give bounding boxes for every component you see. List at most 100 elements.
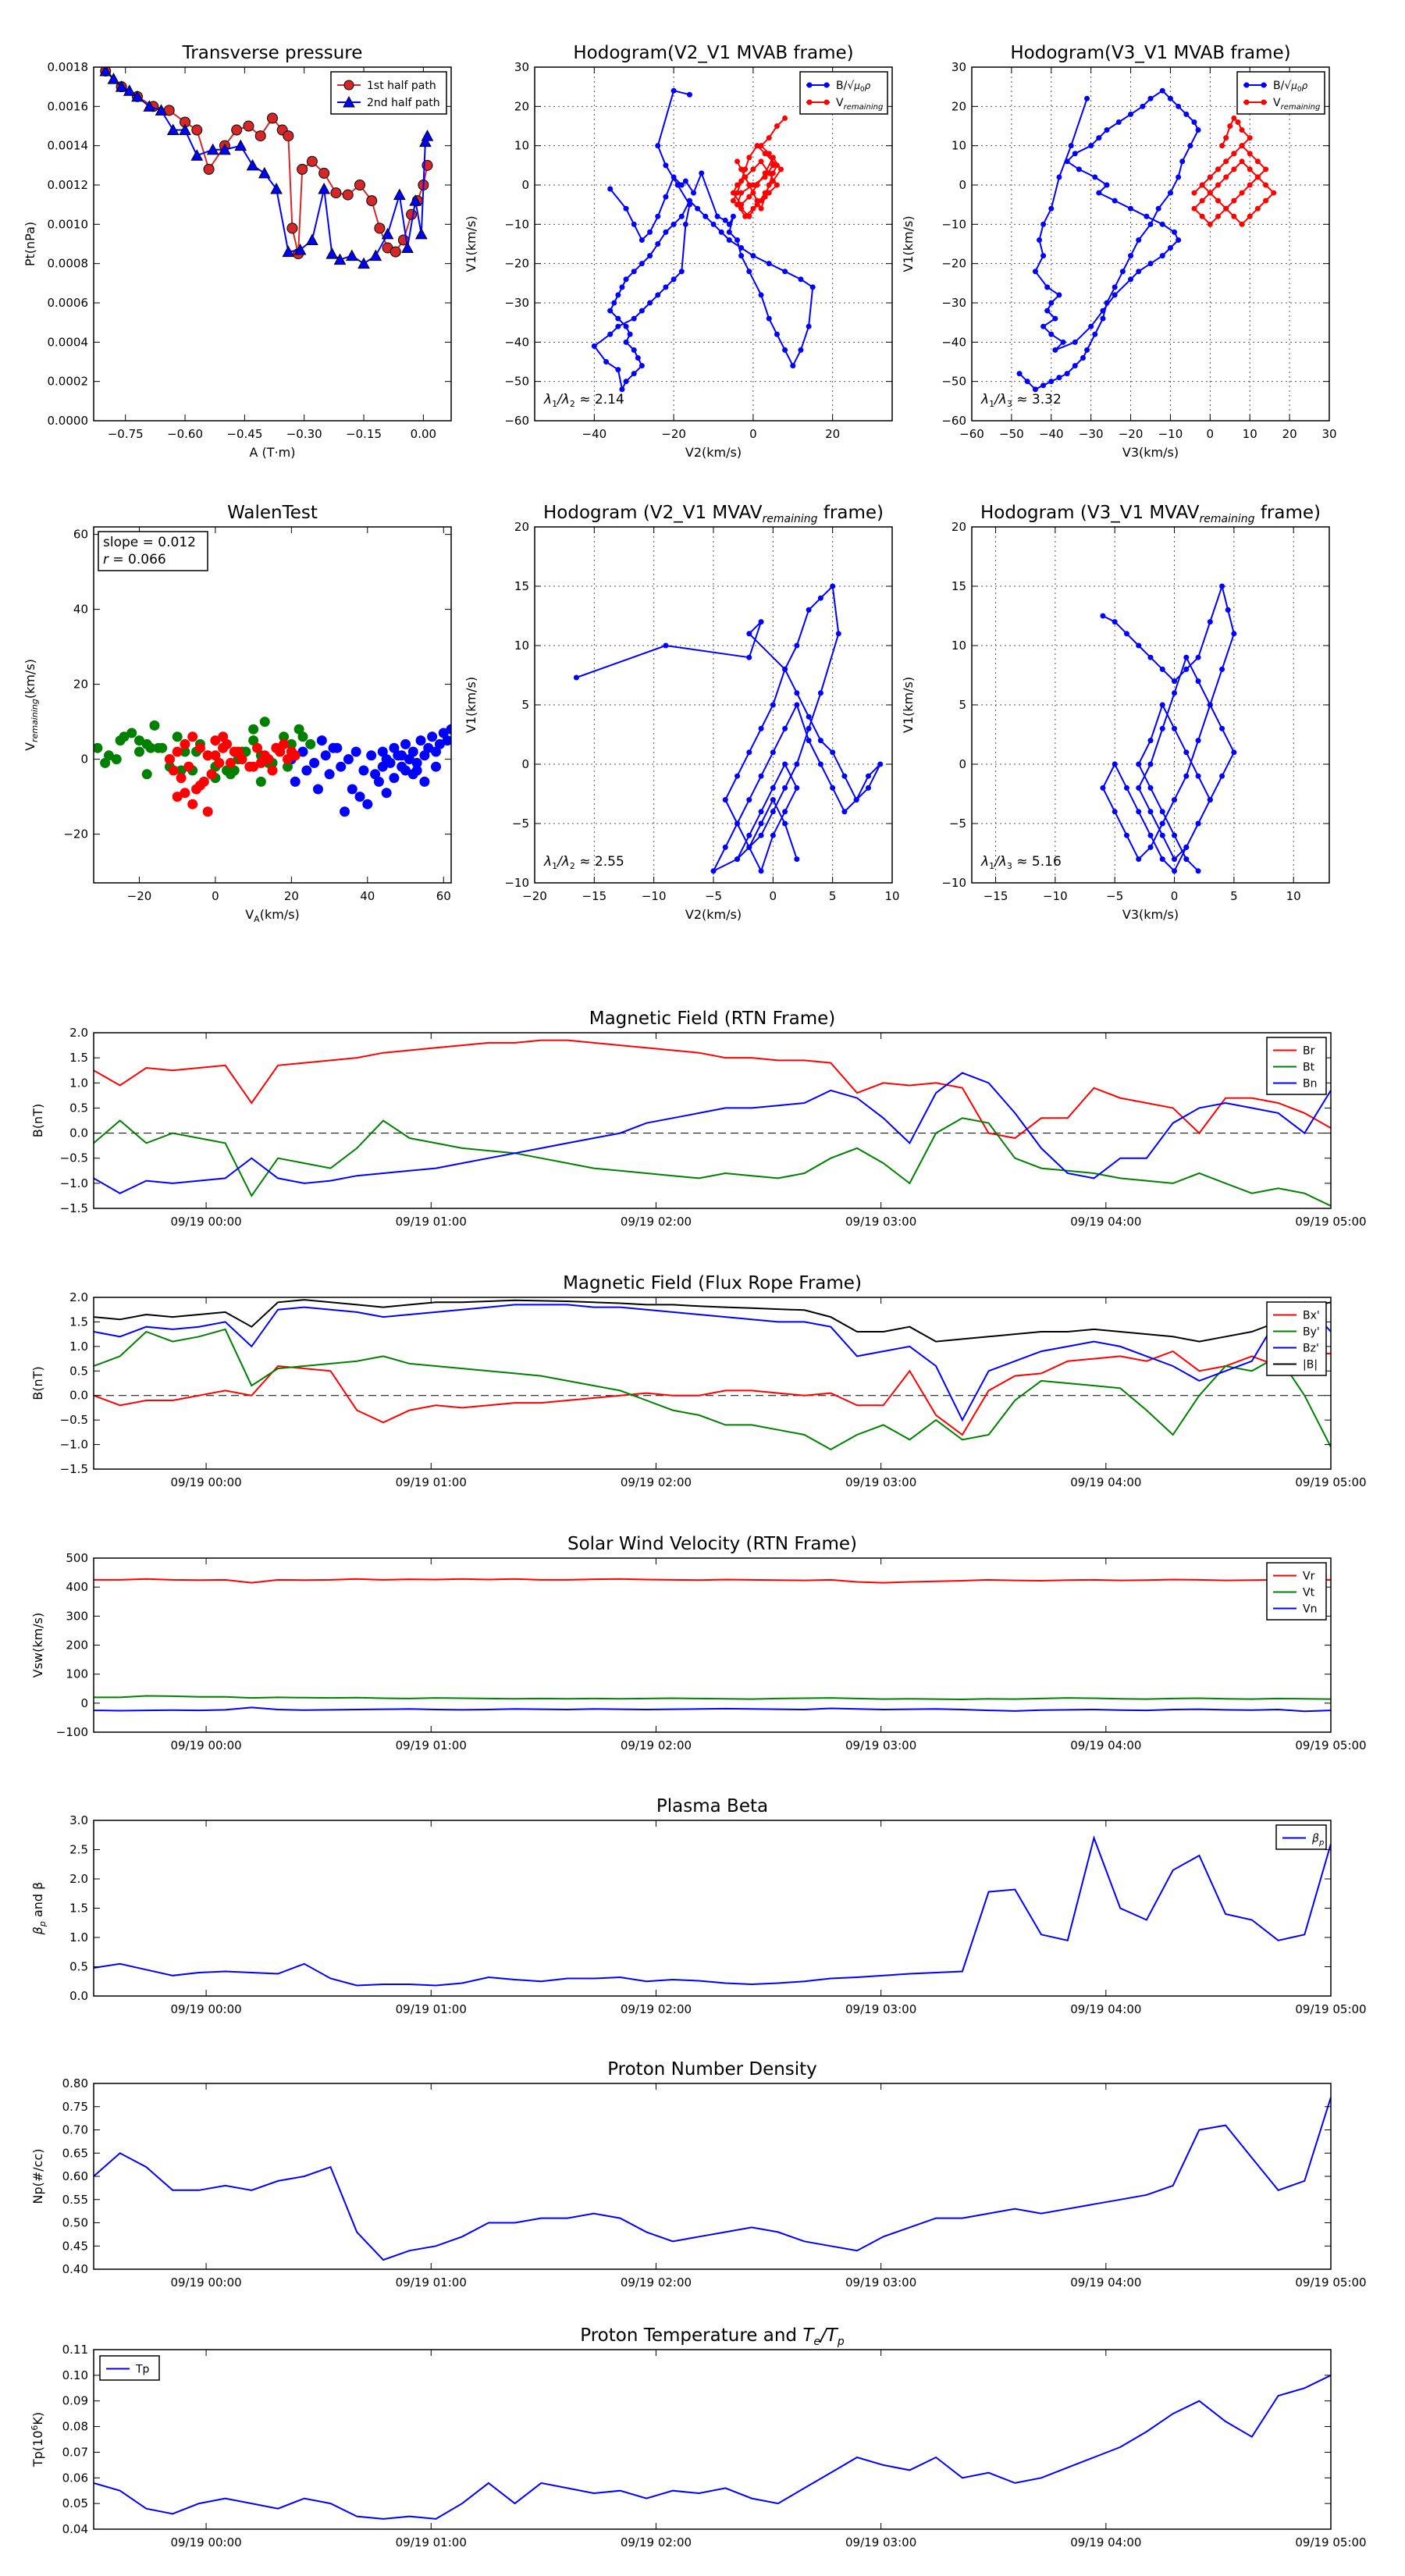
data-point xyxy=(691,190,697,196)
x-tick-label: 09/19 05:00 xyxy=(1295,1738,1366,1752)
data-point xyxy=(176,773,187,784)
series-line-By' xyxy=(94,1328,1331,1451)
data-point xyxy=(1231,631,1237,637)
chart-title: WalenTest xyxy=(227,503,318,523)
data-point xyxy=(248,735,259,746)
data-point xyxy=(762,194,768,200)
legend-marker xyxy=(343,80,354,91)
data-point xyxy=(647,300,653,306)
data-point xyxy=(746,269,752,275)
y-tick-label: 0.5 xyxy=(69,1960,88,1974)
data-point xyxy=(1254,205,1261,212)
ann-mid: /λ xyxy=(556,854,570,870)
data-point xyxy=(421,130,434,141)
data-point xyxy=(1231,115,1237,121)
data-point xyxy=(1199,213,1205,219)
y-axis-label: V1(km/s) xyxy=(464,215,478,272)
data-point xyxy=(442,735,451,746)
x-tick-label: 09/19 02:00 xyxy=(621,1738,692,1752)
data-point xyxy=(1128,276,1134,283)
data-point xyxy=(663,162,669,169)
y-tick-label: −30 xyxy=(941,296,966,310)
legend-label: Vremaining xyxy=(836,97,883,112)
data-point xyxy=(1147,761,1154,767)
series-line-Vn xyxy=(94,1706,1331,1713)
data-point xyxy=(252,742,263,753)
series-line-B/ xyxy=(1019,89,1200,390)
ylabel-text: Tp(10 xyxy=(30,2431,45,2468)
legend-marker xyxy=(823,99,830,105)
plot-frame xyxy=(971,66,1330,422)
data-point xyxy=(754,197,760,204)
data-point xyxy=(389,773,400,784)
title-text: Hodogram (V2_V1 MVAV xyxy=(543,503,763,523)
y-tick-label: 0.0 xyxy=(69,1989,88,2003)
data-point xyxy=(714,213,720,219)
data-point xyxy=(1231,151,1237,157)
y-tick-label: 0.0012 xyxy=(48,178,89,192)
data-point xyxy=(1112,284,1118,290)
data-point xyxy=(194,780,205,791)
data-point xyxy=(655,213,661,219)
data-point xyxy=(1128,205,1134,212)
data-point xyxy=(1112,197,1118,204)
xlabel-text: V3(km/s) xyxy=(1122,445,1179,460)
data-point xyxy=(1239,143,1245,149)
data-point xyxy=(1096,190,1102,196)
y-tick-label: 10 xyxy=(514,139,529,153)
x-tick-label: 30 xyxy=(1321,427,1336,441)
x-tick-label: 09/19 01:00 xyxy=(396,1738,467,1752)
legend-marker xyxy=(1243,82,1250,88)
ylabel-text: Np(#/cc) xyxy=(30,2149,45,2204)
legend-label: Bx' xyxy=(1303,1310,1320,1322)
data-point xyxy=(1231,213,1237,219)
data-point xyxy=(176,765,187,776)
data-point xyxy=(404,754,414,765)
title-text: Magnetic Field (Flux Rope Frame) xyxy=(563,1273,862,1293)
data-point xyxy=(318,167,330,179)
ylabel-text: B(nT) xyxy=(30,1104,45,1137)
data-point xyxy=(297,163,308,175)
series-line-|B| xyxy=(94,1299,1331,1343)
xlabel-sub: A xyxy=(254,914,260,924)
data-point xyxy=(766,261,772,267)
data-point xyxy=(1167,245,1173,251)
data-point xyxy=(248,761,259,772)
data-point xyxy=(778,166,784,173)
x-tick-label: 09/19 02:00 xyxy=(621,1475,692,1489)
y-axis-label: Vsw(km/s) xyxy=(30,1613,45,1678)
data-point xyxy=(758,832,764,838)
data-point xyxy=(1207,702,1213,708)
x-tick-label: −40 xyxy=(1039,427,1064,441)
data-point xyxy=(746,832,752,838)
x-tick-label: 09/19 02:00 xyxy=(621,1215,692,1229)
x-tick-label: −10 xyxy=(1158,427,1183,441)
plot-frame xyxy=(93,1297,1332,1470)
data-point xyxy=(374,222,386,234)
plot-frame xyxy=(93,1820,1332,1997)
data-point xyxy=(746,631,752,637)
data-point xyxy=(320,750,331,761)
chart-np: 09/19 00:00 09/19 01:00 09/19 02:00 09/19 0… xyxy=(30,2059,1367,2290)
data-point xyxy=(770,749,776,756)
chart-title: Plasma Beta xyxy=(656,1796,768,1816)
y-tick-label: 40 xyxy=(73,603,88,617)
data-point xyxy=(366,750,377,761)
data-point xyxy=(172,731,183,742)
data-point xyxy=(670,174,677,180)
stats-r-value: = 0.066 xyxy=(108,552,166,568)
data-point xyxy=(143,100,156,112)
data-point xyxy=(782,820,788,827)
chart-mag_fr: 09/19 00:00 09/19 01:00 09/19 02:00 09/19 0… xyxy=(30,1273,1367,1489)
data-point xyxy=(1176,174,1182,180)
data-point xyxy=(730,213,736,219)
x-tick-label: 09/19 01:00 xyxy=(396,2275,467,2290)
data-point xyxy=(735,190,741,196)
data-point xyxy=(1215,213,1222,219)
data-point xyxy=(1247,151,1253,157)
data-point xyxy=(631,221,637,227)
data-point xyxy=(655,241,661,247)
data-point xyxy=(758,292,764,298)
data-point xyxy=(722,797,728,803)
data-point xyxy=(742,213,749,219)
